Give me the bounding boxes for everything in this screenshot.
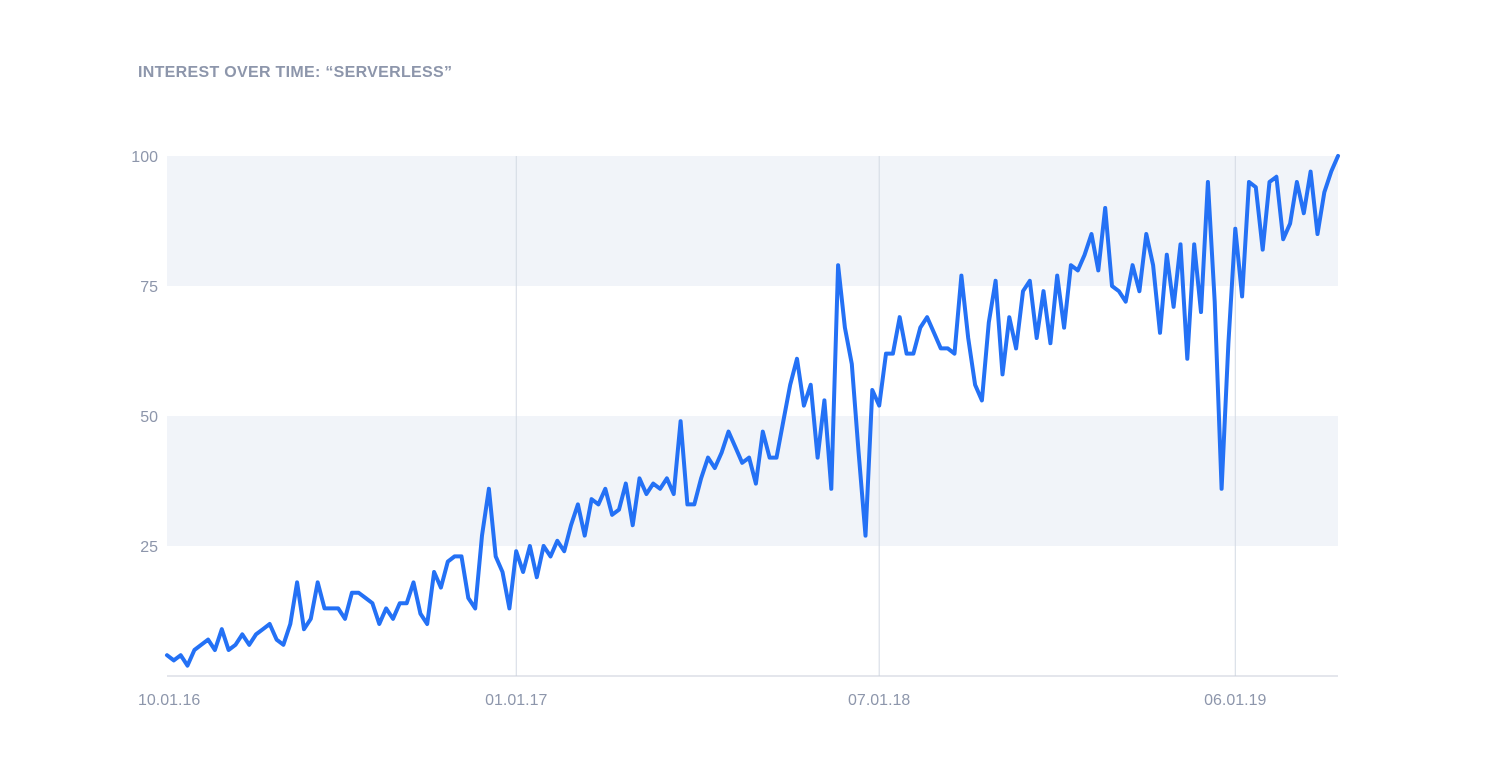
x-tick-label: 06.01.19 [1204, 692, 1266, 709]
series-line-serverless [165, 154, 1340, 668]
band-25-50 [167, 416, 1338, 546]
y-tick-label: 25 [140, 539, 158, 556]
band-75-100 [167, 156, 1338, 286]
y-tick-label: 100 [131, 149, 158, 166]
y-tick-label: 50 [140, 409, 158, 426]
x-tick-label: 01.01.17 [485, 692, 547, 709]
x-axis-ticks: 10.01.16 01.01.17 07.01.18 06.01.19 [138, 692, 1267, 709]
chart-title: INTEREST OVER TIME: “SERVERLESS” [138, 64, 453, 81]
x-tick-label: 10.01.16 [138, 692, 200, 709]
background-bands [167, 156, 1338, 546]
y-tick-label: 75 [140, 279, 158, 296]
y-axis-ticks: 25 50 75 100 [131, 149, 158, 556]
x-tick-label: 07.01.18 [848, 692, 910, 709]
